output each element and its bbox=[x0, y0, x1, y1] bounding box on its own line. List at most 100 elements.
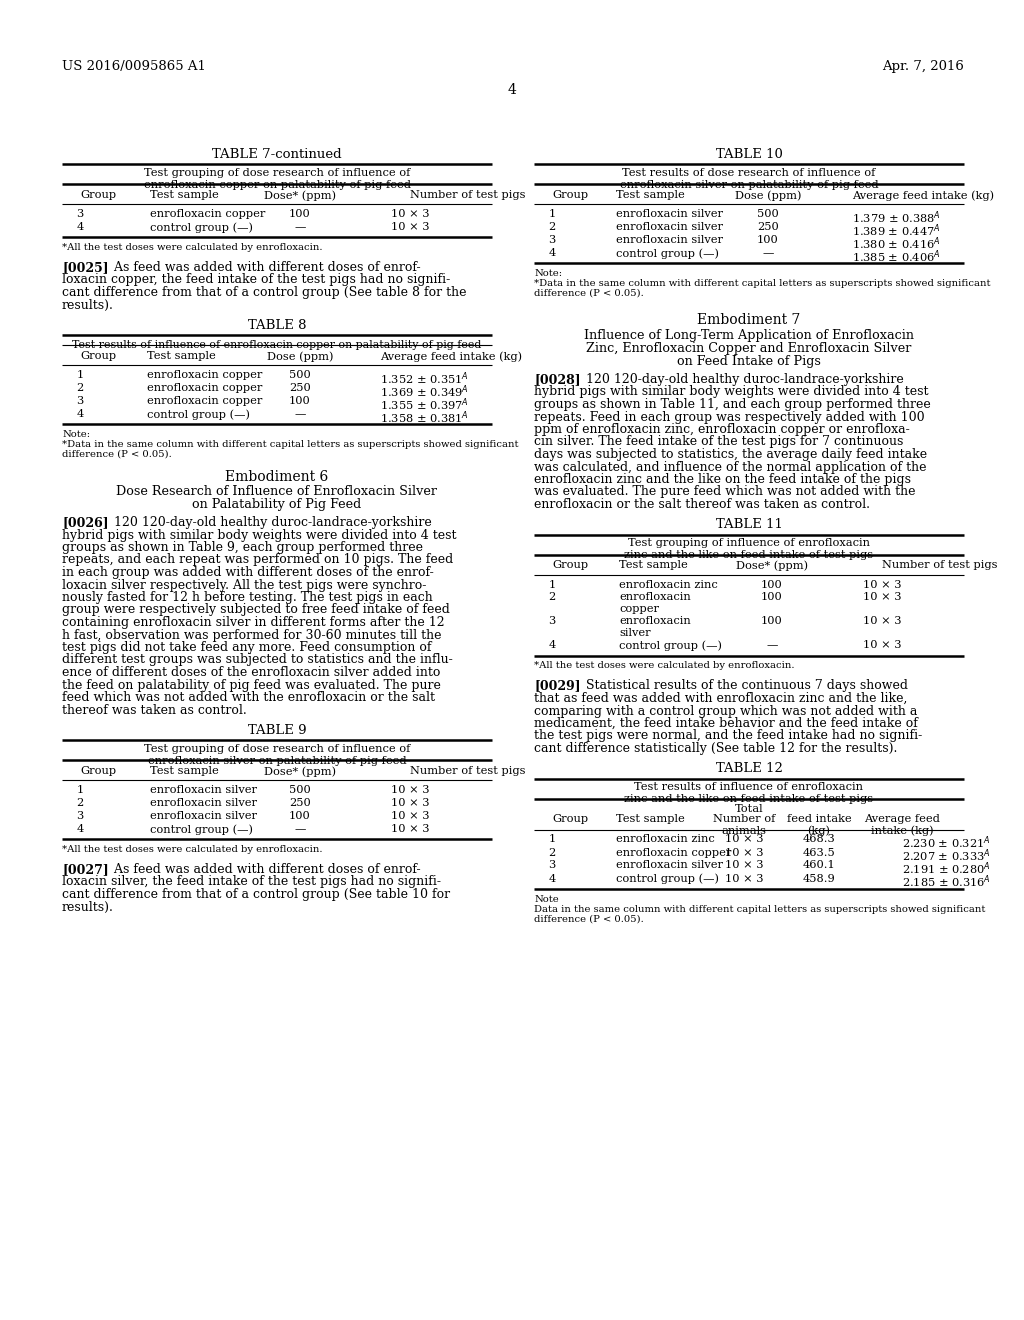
Text: *All the test doses were calculated by enrofloxacin.: *All the test doses were calculated by e… bbox=[534, 661, 795, 671]
Text: Test results of influence of enrofloxacin: Test results of influence of enrofloxaci… bbox=[635, 783, 863, 792]
Text: Group: Group bbox=[80, 190, 116, 201]
Text: 2.185 ± 0.316$^A$: 2.185 ± 0.316$^A$ bbox=[902, 874, 991, 890]
Text: thereof was taken as control.: thereof was taken as control. bbox=[62, 704, 247, 717]
Text: [0028]: [0028] bbox=[534, 374, 581, 385]
Text: Test results of influence of enrofloxacin copper on palatability of pig feed: Test results of influence of enrofloxaci… bbox=[73, 341, 481, 350]
Text: enrofloxacin: enrofloxacin bbox=[618, 593, 691, 602]
Text: enrofloxacin zinc and the like on the feed intake of the pigs: enrofloxacin zinc and the like on the fe… bbox=[534, 473, 911, 486]
Text: 10 × 3: 10 × 3 bbox=[863, 593, 901, 602]
Text: that as feed was added with enrofloxacin zinc and the like,: that as feed was added with enrofloxacin… bbox=[534, 692, 907, 705]
Text: results).: results). bbox=[62, 900, 114, 913]
Text: Dose (ppm): Dose (ppm) bbox=[735, 190, 801, 201]
Text: [0027]: [0027] bbox=[62, 863, 109, 876]
Text: results).: results). bbox=[62, 298, 114, 312]
Text: enrofloxacin copper: enrofloxacin copper bbox=[150, 209, 265, 219]
Text: Average feed intake (kg): Average feed intake (kg) bbox=[852, 190, 994, 201]
Text: enrofloxacin copper: enrofloxacin copper bbox=[616, 847, 731, 858]
Text: Test sample: Test sample bbox=[147, 351, 216, 360]
Text: feed intake: feed intake bbox=[786, 814, 851, 825]
Text: 2.230 ± 0.321$^A$: 2.230 ± 0.321$^A$ bbox=[902, 834, 990, 851]
Text: Number of test pigs: Number of test pigs bbox=[410, 190, 525, 201]
Text: control group (—): control group (—) bbox=[150, 824, 253, 834]
Text: 2: 2 bbox=[77, 799, 84, 808]
Text: 10 × 3: 10 × 3 bbox=[863, 640, 901, 651]
Text: 1.355 ± 0.397$^A$: 1.355 ± 0.397$^A$ bbox=[380, 396, 469, 413]
Text: 3: 3 bbox=[549, 861, 556, 870]
Text: Dose* (ppm): Dose* (ppm) bbox=[736, 561, 808, 572]
Text: Embodiment 7: Embodiment 7 bbox=[697, 313, 801, 327]
Text: ence of different doses of the enrofloxacin silver added into: ence of different doses of the enrofloxa… bbox=[62, 667, 440, 678]
Text: Group: Group bbox=[552, 561, 588, 570]
Text: *Data in the same column with different capital letters as superscripts showed s: *Data in the same column with different … bbox=[62, 440, 518, 449]
Text: Test grouping of dose research of influence of: Test grouping of dose research of influe… bbox=[143, 744, 411, 754]
Text: 1: 1 bbox=[77, 785, 84, 795]
Text: TABLE 11: TABLE 11 bbox=[716, 519, 782, 532]
Text: control group (—): control group (—) bbox=[147, 409, 250, 420]
Text: [0029]: [0029] bbox=[534, 680, 581, 693]
Text: Test grouping of dose research of influence of: Test grouping of dose research of influe… bbox=[143, 168, 411, 178]
Text: *Data in the same column with different capital letters as superscripts showed s: *Data in the same column with different … bbox=[534, 279, 990, 288]
Text: Number of test pigs: Number of test pigs bbox=[410, 766, 525, 776]
Text: loxacin silver, the feed intake of the test pigs had no signifi-: loxacin silver, the feed intake of the t… bbox=[62, 875, 441, 888]
Text: 4: 4 bbox=[508, 83, 516, 96]
Text: 500: 500 bbox=[289, 785, 311, 795]
Text: enrofloxacin zinc: enrofloxacin zinc bbox=[616, 834, 715, 845]
Text: cin silver. The feed intake of the test pigs for 7 continuous: cin silver. The feed intake of the test … bbox=[534, 436, 903, 449]
Text: Note: Note bbox=[534, 895, 559, 903]
Text: 1: 1 bbox=[77, 370, 84, 380]
Text: control group (—): control group (—) bbox=[618, 640, 722, 651]
Text: enrofloxacin silver: enrofloxacin silver bbox=[616, 235, 723, 246]
Text: [0025]: [0025] bbox=[62, 261, 109, 275]
Text: enrofloxacin silver: enrofloxacin silver bbox=[616, 222, 723, 232]
Text: 2: 2 bbox=[549, 222, 556, 232]
Text: Group: Group bbox=[80, 766, 116, 776]
Text: —: — bbox=[294, 222, 306, 232]
Text: 4: 4 bbox=[549, 874, 556, 883]
Text: —: — bbox=[762, 248, 774, 257]
Text: Test sample: Test sample bbox=[150, 190, 219, 201]
Text: comparing with a control group which was not added with a: comparing with a control group which was… bbox=[534, 705, 918, 718]
Text: group were respectively subjected to free feed intake of feed: group were respectively subjected to fre… bbox=[62, 603, 450, 616]
Text: US 2016/0095865 A1: US 2016/0095865 A1 bbox=[62, 59, 206, 73]
Text: 1.379 ± 0.388$^A$: 1.379 ± 0.388$^A$ bbox=[852, 209, 941, 226]
Text: enrofloxacin silver: enrofloxacin silver bbox=[150, 810, 257, 821]
Text: hybrid pigs with similar body weights were divided into 4 test: hybrid pigs with similar body weights we… bbox=[62, 528, 457, 541]
Text: h fast, observation was performed for 30-60 minutes till the: h fast, observation was performed for 30… bbox=[62, 628, 441, 642]
Text: Group: Group bbox=[80, 351, 116, 360]
Text: 10 × 3: 10 × 3 bbox=[725, 874, 763, 883]
Text: difference (P < 0.05).: difference (P < 0.05). bbox=[534, 289, 644, 298]
Text: [0026]: [0026] bbox=[62, 516, 109, 529]
Text: Note:: Note: bbox=[62, 430, 90, 440]
Text: Average feed intake (kg): Average feed intake (kg) bbox=[380, 351, 522, 362]
Text: 4: 4 bbox=[549, 640, 556, 651]
Text: enrofloxacin: enrofloxacin bbox=[618, 616, 691, 627]
Text: 3: 3 bbox=[549, 235, 556, 246]
Text: 4: 4 bbox=[77, 824, 84, 834]
Text: Group: Group bbox=[552, 190, 588, 201]
Text: Test sample: Test sample bbox=[618, 561, 688, 570]
Text: 1: 1 bbox=[549, 579, 556, 590]
Text: 2.191 ± 0.280$^A$: 2.191 ± 0.280$^A$ bbox=[902, 861, 990, 876]
Text: Note:: Note: bbox=[534, 269, 562, 279]
Text: 100: 100 bbox=[761, 579, 783, 590]
Text: 100: 100 bbox=[761, 616, 783, 627]
Text: enrofloxacin or the salt thereof was taken as control.: enrofloxacin or the salt thereof was tak… bbox=[534, 498, 870, 511]
Text: *All the test doses were calculated by enrofloxacin.: *All the test doses were calculated by e… bbox=[62, 845, 323, 854]
Text: Influence of Long-Term Application of Enrofloxacin: Influence of Long-Term Application of En… bbox=[584, 329, 914, 342]
Text: repeats, and each repeat was performed on 10 pigs. The feed: repeats, and each repeat was performed o… bbox=[62, 553, 454, 566]
Text: 2: 2 bbox=[549, 593, 556, 602]
Text: Test sample: Test sample bbox=[616, 190, 685, 201]
Text: 10 × 3: 10 × 3 bbox=[391, 785, 429, 795]
Text: 10 × 3: 10 × 3 bbox=[391, 209, 429, 219]
Text: different test groups was subjected to statistics and the influ-: different test groups was subjected to s… bbox=[62, 653, 453, 667]
Text: 120 120-day-old healthy duroc-landrace-yorkshire: 120 120-day-old healthy duroc-landrace-y… bbox=[102, 516, 432, 529]
Text: 1.385 ± 0.406$^A$: 1.385 ± 0.406$^A$ bbox=[852, 248, 941, 264]
Text: in each group was added with different doses of the enrof-: in each group was added with different d… bbox=[62, 566, 434, 579]
Text: containing enrofloxacin silver in different forms after the 12: containing enrofloxacin silver in differ… bbox=[62, 616, 444, 630]
Text: —: — bbox=[294, 824, 306, 834]
Text: enrofloxacin copper: enrofloxacin copper bbox=[147, 383, 262, 393]
Text: zinc and the like on feed intake of test pigs: zinc and the like on feed intake of test… bbox=[625, 550, 873, 561]
Text: 100: 100 bbox=[761, 593, 783, 602]
Text: on Palatability of Pig Feed: on Palatability of Pig Feed bbox=[193, 498, 361, 511]
Text: Embodiment 6: Embodiment 6 bbox=[225, 470, 329, 484]
